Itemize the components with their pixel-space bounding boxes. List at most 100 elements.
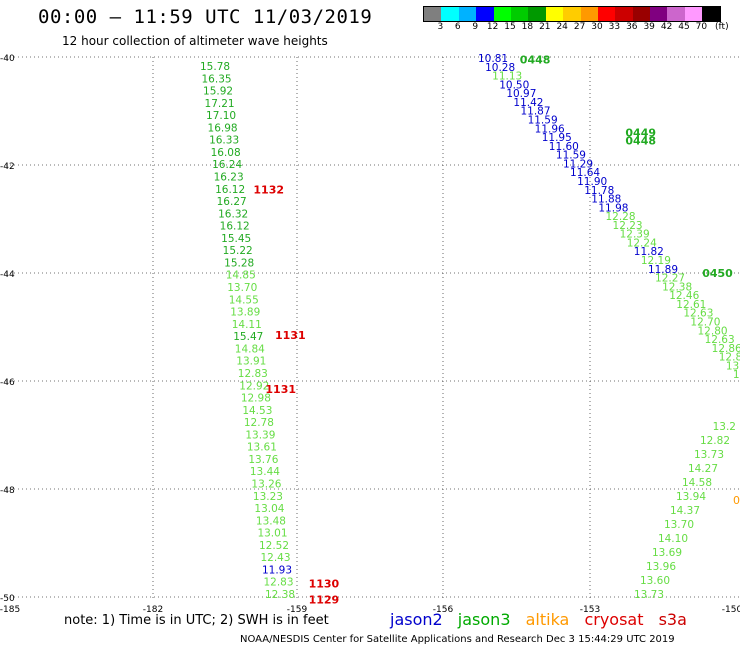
swh-value: 12.63 <box>683 308 713 320</box>
swh-value: 14.84 <box>235 343 265 355</box>
swh-value: 12.43 <box>260 552 290 564</box>
latitude-label: -48 <box>0 486 15 496</box>
color-swatch <box>597 7 616 21</box>
legend-jason2: jason2 <box>390 610 443 629</box>
latitude-label: -44 <box>0 270 15 280</box>
swh-value: 13.44 <box>250 466 280 478</box>
color-scale-tick: 27 <box>573 22 586 32</box>
swh-value: 13.02 <box>733 369 740 381</box>
time-label: 0448 <box>520 54 551 67</box>
color-scale-tick: 45 <box>678 22 690 32</box>
swh-value: 12.80 <box>698 325 728 337</box>
swh-value: 14.85 <box>226 270 256 282</box>
swh-value: 11.13 <box>492 71 522 83</box>
swh-value: 11.98 <box>598 202 628 214</box>
color-swatch <box>476 7 494 21</box>
color-swatch <box>545 7 564 21</box>
swh-value: 10.97 <box>506 88 536 100</box>
swh-value: 14.10 <box>658 533 688 545</box>
longitude-label: -156 <box>433 605 454 615</box>
swh-value: 12.39 <box>620 229 650 241</box>
color-scale-tick: 33 <box>608 22 621 32</box>
swh-value: 13.01 <box>257 528 287 540</box>
swh-value: 14.11 <box>232 319 262 331</box>
color-swatch <box>632 7 651 21</box>
swh-value: 14.55 <box>229 294 259 306</box>
swh-value: 16.12 <box>215 184 245 196</box>
color-scale-tick: 18 <box>521 22 534 32</box>
color-swatch <box>563 7 581 21</box>
swh-value: 12.27 <box>655 273 685 285</box>
swh-value: 12.70 <box>690 317 720 329</box>
altika-marker: 0 <box>733 494 740 507</box>
swh-value: 13.76 <box>248 454 278 466</box>
swh-value: 11.96 <box>535 123 565 135</box>
color-scale-ticks: 3 6 9 12 15 18 21 24 27 30 33 36 39 42 45 70 (ft) <box>423 22 740 36</box>
longitude-label: -153 <box>580 605 600 615</box>
swh-value: 15.28 <box>224 257 254 269</box>
swh-value: 12.82 <box>719 352 740 364</box>
longitude-label: -182 <box>143 605 163 615</box>
legend-altika: altika <box>525 610 570 629</box>
swh-value: 16.27 <box>217 196 247 208</box>
swh-value: 12.38 <box>265 589 295 601</box>
swh-value: 15.22 <box>223 245 253 257</box>
swh-value: 13.73 <box>634 589 664 601</box>
swh-value: 12.92 <box>239 380 269 392</box>
swh-value: 16.33 <box>209 135 239 147</box>
swh-value: 12.78 <box>244 417 274 429</box>
swh-value: 14.53 <box>242 405 272 417</box>
swh-value: 13.11 <box>726 360 740 372</box>
time-label: 0448 <box>625 135 656 148</box>
swh-value: 13.91 <box>236 356 266 368</box>
swh-value: 14.58 <box>682 477 712 489</box>
time-label: 1132 <box>253 183 284 196</box>
color-swatch <box>528 7 546 21</box>
swh-value: 11.59 <box>528 114 558 126</box>
swh-value: 10.81 <box>478 53 508 65</box>
swh-value: 11.87 <box>520 106 550 118</box>
swh-value: 16.35 <box>202 73 232 85</box>
color-scale-tick: 36 <box>626 22 638 32</box>
color-scale-tick: 15 <box>504 22 516 32</box>
swh-value: 12.38 <box>662 281 692 293</box>
color-scale-tick: (ft) <box>715 22 729 32</box>
color-scale-tick: 6 <box>454 22 461 32</box>
legend-cryosat: cryosat <box>584 610 644 629</box>
legend-s3a: s3a <box>658 610 687 629</box>
color-scale-tick: 70 <box>695 22 708 32</box>
time-label: 1129 <box>309 594 340 607</box>
swh-value: 13.26 <box>251 478 281 490</box>
color-scale-bar <box>423 6 721 22</box>
swh-value: 10.28 <box>485 62 515 74</box>
color-swatch <box>424 7 442 21</box>
swh-value: 16.12 <box>220 221 250 233</box>
swh-value: 15.47 <box>233 331 263 343</box>
satellite-legend: jason2 jason3 altika cryosat s3a <box>390 610 697 629</box>
swh-value: 12.86 <box>712 343 740 355</box>
swh-value: 13.89 <box>230 307 260 319</box>
swh-value: 11.88 <box>591 194 621 206</box>
swh-value: 16.08 <box>211 147 241 159</box>
swh-value: 15.78 <box>200 61 230 73</box>
swh-value: 10.50 <box>499 79 529 91</box>
longitude-label: -185 <box>0 605 20 615</box>
axis-labels: -40 -42 -44 -46 -48 -50-185 -182 -159 -156 -153 -1… <box>0 54 740 615</box>
swh-value: 12.28 <box>605 211 635 223</box>
swh-value: 12.23 <box>613 220 643 232</box>
swh-value: 13.04 <box>254 503 284 515</box>
swh-value: 12.52 <box>259 540 289 552</box>
swh-value: 12.83 <box>263 577 293 589</box>
swh-value: 11.90 <box>577 176 607 188</box>
color-swatch <box>650 7 668 21</box>
swh-value: 13.96 <box>646 561 676 573</box>
swh-value: 12.24 <box>627 237 657 249</box>
swh-value: 12.61 <box>676 299 706 311</box>
swh-value: 16.98 <box>208 122 238 134</box>
latitude-label: -40 <box>0 54 15 64</box>
subtitle: 12 hour collection of altimeter wave hei… <box>62 34 328 48</box>
swh-value: 13.60 <box>640 575 670 587</box>
satellite-tracks: 15.7816.3515.9217.2117.1016.9816.3316.08… <box>200 53 740 607</box>
color-scale-tick: 12 <box>486 22 499 32</box>
